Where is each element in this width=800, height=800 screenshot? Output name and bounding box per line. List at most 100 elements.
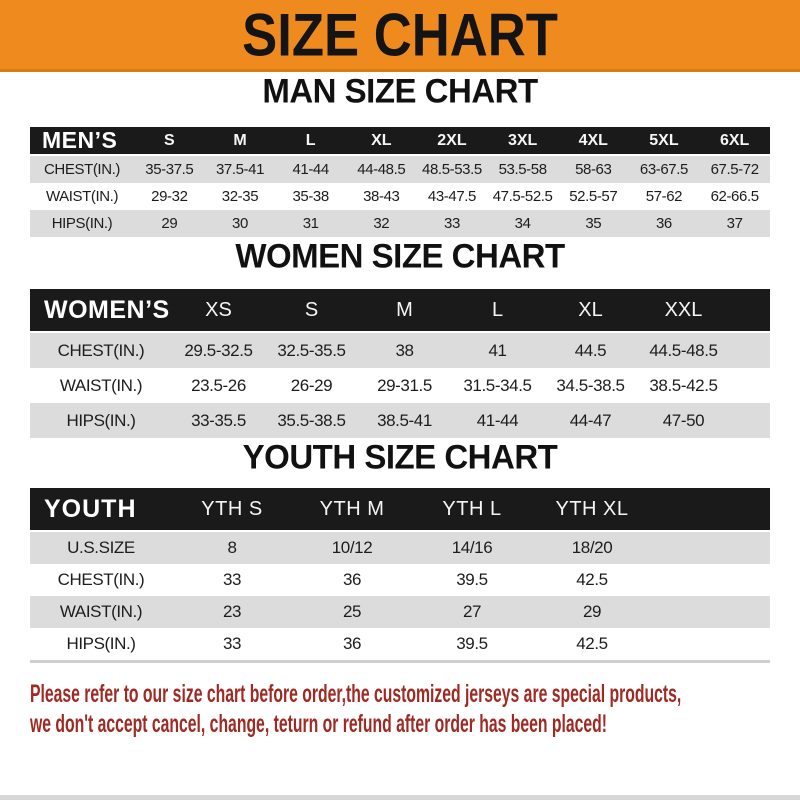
size-value-cell: 33: [416, 210, 488, 237]
men-column-header: XL: [345, 127, 417, 156]
size-value-cell: 31: [275, 210, 346, 237]
youth-table-label: YOUTH: [30, 488, 172, 532]
size-value-cell: 36: [292, 564, 412, 596]
spacer-cell: [730, 333, 770, 368]
youth-header-row: YOUTH YTH S YTH M YTH L YTH XL: [30, 488, 770, 532]
row-label-cell: WAIST(IN.): [30, 183, 134, 210]
men-column-header: M: [204, 127, 276, 156]
size-value-cell: 37: [699, 210, 770, 237]
size-value-cell: 30: [204, 210, 276, 237]
size-value-cell: 8: [172, 532, 292, 564]
women-column-header: S: [265, 289, 358, 333]
men-size-table: MEN’S S M L XL 2XL 3XL 4XL 5XL 6XL CHEST…: [30, 127, 770, 237]
size-value-cell: 32.5-35.5: [265, 333, 358, 368]
youth-hips-row: HIPS(IN.) 33 36 39.5 42.5: [30, 628, 770, 660]
size-value-cell: 35-37.5: [134, 156, 205, 183]
men-column-header: 3XL: [487, 127, 558, 156]
note-line-2: we don't accept cancel, change, teturn o…: [30, 710, 608, 738]
size-value-cell: 36: [628, 210, 700, 237]
size-value-cell: 33-35.5: [172, 403, 265, 438]
size-value-cell: 33: [172, 564, 292, 596]
size-value-cell: 44-48.5: [345, 156, 417, 183]
size-value-cell: 35: [557, 210, 629, 237]
men-chest-row: CHEST(IN.) 35-37.5 37.5-41 41-44 44-48.5…: [30, 156, 770, 183]
section-youth: YOUTH SIZE CHART YOUTH YTH S YTH M YTH L…: [0, 437, 800, 663]
row-label-cell: HIPS(IN.): [30, 403, 172, 438]
size-value-cell: 41-44: [275, 156, 346, 183]
row-label-cell: CHEST(IN.): [30, 333, 172, 368]
spacer-cell: [730, 368, 770, 403]
size-value-cell: 29: [134, 210, 205, 237]
women-table-label: WOMEN’S: [30, 289, 172, 333]
youth-column-header: YTH M: [292, 488, 412, 532]
size-value-cell: 47.5-52.5: [487, 183, 558, 210]
row-label-cell: U.S.SIZE: [30, 532, 172, 564]
men-column-header: 2XL: [416, 127, 488, 156]
men-column-header: 6XL: [699, 127, 770, 156]
size-value-cell: 41: [451, 333, 544, 368]
youth-column-header: YTH XL: [532, 488, 652, 532]
women-section-title: WOMEN SIZE CHART: [235, 236, 565, 275]
size-value-cell: 39.5: [412, 628, 532, 660]
note-line-1: Please refer to our size chart before or…: [30, 680, 682, 708]
row-label-cell: WAIST(IN.): [30, 368, 172, 403]
size-value-cell: 29.5-32.5: [172, 333, 265, 368]
size-value-cell: 35-38: [275, 183, 346, 210]
size-value-cell: 10/12: [292, 532, 412, 564]
size-value-cell: 48.5-53.5: [416, 156, 488, 183]
men-column-header: L: [275, 127, 346, 156]
youth-ussize-row: U.S.SIZE 8 10/12 14/16 18/20: [30, 532, 770, 564]
size-value-cell: 29-31.5: [358, 368, 451, 403]
size-value-cell: 23.5-26: [172, 368, 265, 403]
size-value-cell: 62-66.5: [699, 183, 770, 210]
youth-waist-row: WAIST(IN.) 23 25 27 29: [30, 596, 770, 628]
youth-column-header: YTH S: [172, 488, 292, 532]
section-men: MAN SIZE CHART MEN’S S M L XL 2XL 3XL 4X…: [0, 71, 800, 237]
size-value-cell: 33: [172, 628, 292, 660]
size-value-cell: 14/16: [412, 532, 532, 564]
title-banner: SIZE CHART: [0, 0, 800, 72]
youth-chest-row: CHEST(IN.) 33 36 39.5 42.5: [30, 564, 770, 596]
women-column-header: XL: [544, 289, 637, 333]
women-header-row: WOMEN’S XS S M L XL XXL: [30, 289, 770, 333]
size-value-cell: 44-47: [544, 403, 637, 438]
spacer-cell: [652, 488, 770, 532]
size-value-cell: 67.5-72: [699, 156, 770, 183]
size-value-cell: 38.5-42.5: [637, 368, 730, 403]
youth-column-header: YTH L: [412, 488, 532, 532]
men-table-label: MEN’S: [30, 127, 134, 156]
size-value-cell: 37.5-41: [204, 156, 276, 183]
size-value-cell: 31.5-34.5: [451, 368, 544, 403]
size-value-cell: 29: [532, 596, 652, 628]
women-hips-row: HIPS(IN.) 33-35.5 35.5-38.5 38.5-41 41-4…: [30, 403, 770, 438]
spacer-cell: [652, 628, 770, 660]
size-value-cell: 18/20: [532, 532, 652, 564]
row-label-cell: WAIST(IN.): [30, 596, 172, 628]
page-title: SIZE CHART: [242, 0, 558, 69]
size-value-cell: 42.5: [532, 628, 652, 660]
size-value-cell: 38-43: [345, 183, 417, 210]
size-value-cell: 23: [172, 596, 292, 628]
section-women: WOMEN SIZE CHART WOMEN’S XS S M L XL XXL…: [0, 236, 800, 438]
women-chest-row: CHEST(IN.) 29.5-32.5 32.5-35.5 38 41 44.…: [30, 333, 770, 368]
size-value-cell: 36: [292, 628, 412, 660]
size-value-cell: 34.5-38.5: [544, 368, 637, 403]
size-value-cell: 41-44: [451, 403, 544, 438]
bottom-edge-strip: [0, 795, 800, 800]
size-value-cell: 34: [487, 210, 558, 237]
men-column-header: 4XL: [557, 127, 629, 156]
size-value-cell: 47-50: [637, 403, 730, 438]
size-value-cell: 27: [412, 596, 532, 628]
row-label-cell: HIPS(IN.): [30, 628, 172, 660]
size-value-cell: 43-47.5: [416, 183, 488, 210]
size-value-cell: 39.5: [412, 564, 532, 596]
size-value-cell: 53.5-58: [487, 156, 558, 183]
women-column-header: XS: [172, 289, 265, 333]
men-column-header: 5XL: [628, 127, 700, 156]
size-value-cell: 29-32: [134, 183, 205, 210]
row-label-cell: CHEST(IN.): [30, 564, 172, 596]
spacer-cell: [730, 289, 770, 333]
size-value-cell: 44.5: [544, 333, 637, 368]
size-value-cell: 38.5-41: [358, 403, 451, 438]
size-value-cell: 57-62: [628, 183, 700, 210]
